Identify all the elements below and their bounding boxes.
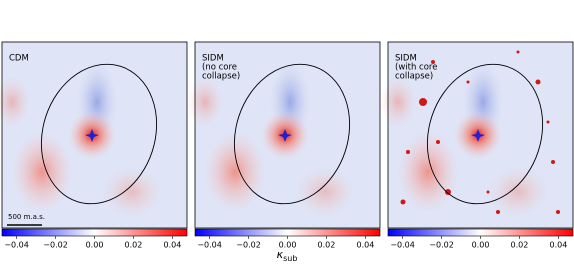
critical-curve bbox=[40, 63, 158, 205]
subhalo bbox=[556, 210, 560, 214]
colorbar-tick-label: 0.00 bbox=[86, 241, 104, 250]
panel-label: collapse) bbox=[202, 72, 240, 82]
colorbar-tick-label: 0.04 bbox=[549, 241, 567, 250]
panel-frame bbox=[194, 41, 381, 229]
blob bbox=[205, 132, 265, 212]
subhalo bbox=[516, 50, 520, 54]
colorbar-tick-label: 0.00 bbox=[279, 241, 297, 250]
colorbar-label: κsub bbox=[277, 248, 298, 263]
panel-frame bbox=[1, 41, 188, 229]
scale-bar-label: 500 m.a.s. bbox=[8, 213, 45, 221]
subhalo bbox=[551, 160, 555, 164]
blob bbox=[187, 77, 223, 127]
colorbar bbox=[387, 228, 574, 237]
colorbar bbox=[194, 228, 381, 237]
blob bbox=[12, 132, 72, 212]
colorbar-tick-label: −0.04 bbox=[390, 241, 415, 250]
colorbar-tick-label: −0.04 bbox=[197, 241, 222, 250]
subhalo bbox=[466, 80, 470, 84]
colorbar-tick-label: 0.04 bbox=[356, 241, 374, 250]
panel-label: (no core bbox=[202, 63, 237, 73]
star bbox=[471, 129, 485, 142]
blob bbox=[398, 132, 458, 212]
subhalo bbox=[486, 190, 490, 194]
subhalo bbox=[546, 120, 550, 124]
star bbox=[85, 129, 99, 142]
panel-frame bbox=[387, 41, 574, 229]
panel-label: SIDM bbox=[202, 54, 224, 64]
subhalo bbox=[419, 98, 427, 106]
colorbar-tick-label: −0.02 bbox=[236, 241, 261, 250]
colorbar-tick-label: 0.04 bbox=[163, 241, 181, 250]
critical-curve bbox=[426, 63, 544, 205]
panel-label: collapse) bbox=[395, 72, 433, 82]
subhalo bbox=[431, 60, 435, 64]
colorbar-tick-label: 0.02 bbox=[318, 241, 336, 250]
blob bbox=[295, 167, 355, 217]
colorbar-tick-label: 0.02 bbox=[125, 241, 143, 250]
critical-curve bbox=[233, 63, 351, 205]
colorbar-tick-label: 0.02 bbox=[511, 241, 529, 250]
panel-label: (with core bbox=[395, 63, 437, 73]
subhalo bbox=[400, 199, 406, 205]
subhalo bbox=[445, 189, 451, 195]
subhalo bbox=[436, 140, 440, 144]
subhalo bbox=[496, 210, 500, 214]
panel-label: SIDM bbox=[395, 54, 417, 64]
colorbar-tick-label: −0.02 bbox=[429, 241, 454, 250]
panel: CDM 500 m.a.s. bbox=[0, 41, 188, 229]
colorbar bbox=[1, 228, 188, 237]
panel-label: CDM bbox=[9, 54, 29, 64]
star bbox=[278, 129, 292, 142]
colorbar-tick-label: −0.02 bbox=[43, 241, 68, 250]
subhalo bbox=[406, 150, 410, 154]
subhalo bbox=[535, 79, 541, 85]
blob bbox=[102, 167, 162, 217]
colorbar-tick-label: −0.04 bbox=[4, 241, 29, 250]
colorbar-tick-label: 0.00 bbox=[472, 241, 490, 250]
blob bbox=[380, 77, 416, 127]
blob bbox=[0, 77, 30, 127]
blob bbox=[488, 167, 548, 217]
